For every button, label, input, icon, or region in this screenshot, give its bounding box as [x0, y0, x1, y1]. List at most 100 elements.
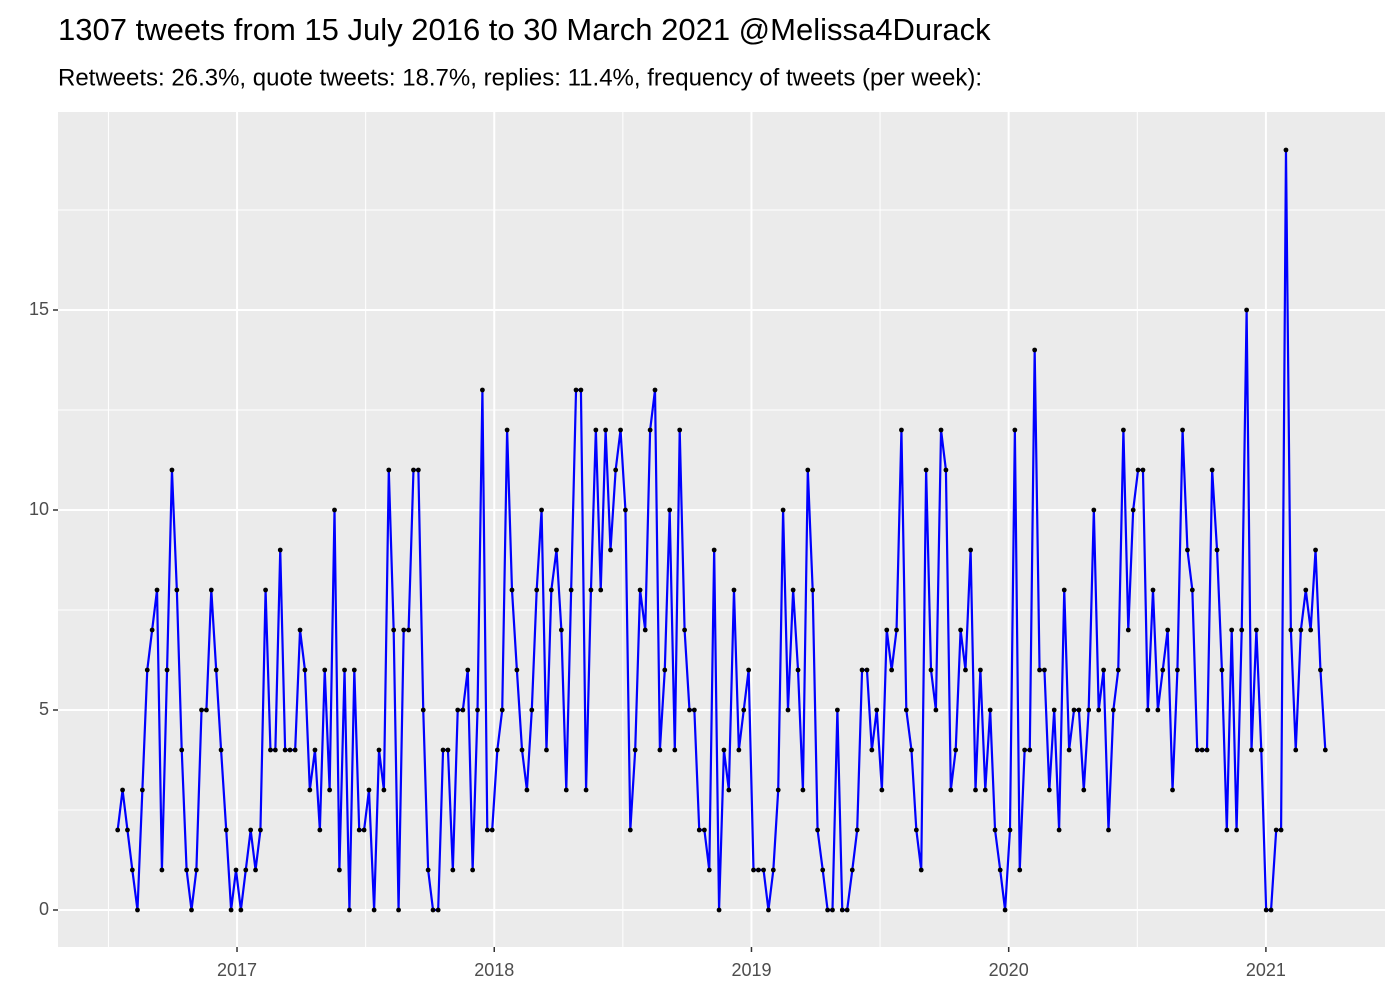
data-point: [844, 907, 850, 913]
data-point: [608, 547, 613, 553]
data-point: [1022, 747, 1028, 753]
data-point: [1204, 747, 1210, 753]
data-point: [618, 427, 623, 433]
data-point: [623, 507, 628, 513]
data-point: [406, 627, 411, 633]
data-point: [213, 667, 219, 673]
data-point: [504, 427, 510, 433]
data-point: [312, 747, 318, 753]
data-point: [1150, 587, 1156, 593]
data-point: [351, 667, 357, 673]
data-point: [475, 707, 480, 713]
data-point: [356, 827, 362, 833]
data-point: [756, 867, 761, 873]
data-point: [238, 907, 244, 913]
data-point: [977, 667, 983, 673]
data-point: [894, 627, 899, 633]
data-point: [682, 627, 687, 633]
data-point: [1061, 587, 1067, 593]
x-tick-label: 2020: [989, 960, 1029, 980]
data-point: [696, 827, 702, 833]
data-point: [307, 787, 313, 793]
data-point: [933, 707, 939, 713]
data-point: [544, 747, 549, 753]
data-point: [1268, 907, 1274, 913]
data-point: [627, 827, 633, 833]
data-point: [258, 827, 263, 833]
data-point: [706, 867, 712, 873]
data-point: [366, 787, 372, 793]
data-point: [672, 747, 678, 753]
data-point: [524, 787, 530, 793]
data-point: [1313, 547, 1318, 553]
data-point: [889, 667, 895, 673]
data-point: [1115, 667, 1121, 673]
data-point: [144, 667, 150, 673]
data-point: [401, 627, 407, 633]
data-point: [1076, 707, 1082, 713]
data-point: [435, 907, 441, 913]
data-point: [598, 587, 604, 593]
data-point: [909, 747, 914, 753]
data-point: [534, 587, 540, 593]
data-point: [963, 667, 968, 673]
data-point: [115, 827, 121, 833]
data-point: [282, 747, 288, 753]
data-point: [361, 827, 367, 833]
x-tick-label: 2021: [1246, 960, 1286, 980]
data-point: [179, 747, 185, 753]
data-point: [1288, 627, 1294, 633]
data-point: [1214, 547, 1220, 553]
data-point: [332, 507, 337, 513]
data-point: [588, 587, 594, 593]
data-point: [1130, 507, 1136, 513]
data-point: [1308, 627, 1314, 633]
data-point: [1293, 747, 1299, 753]
data-point: [223, 827, 229, 833]
data-point: [800, 787, 806, 793]
data-point: [139, 787, 145, 793]
data-point: [317, 827, 323, 833]
data-point: [859, 667, 865, 673]
data-point: [425, 867, 431, 873]
data-point: [1017, 867, 1023, 873]
data-point: [1056, 827, 1062, 833]
data-point: [677, 427, 683, 433]
data-point: [810, 587, 816, 593]
data-point: [746, 667, 752, 673]
data-point: [973, 787, 978, 793]
data-point: [1091, 507, 1097, 513]
data-point: [272, 747, 278, 753]
data-point: [854, 827, 860, 833]
data-point: [1303, 587, 1309, 593]
data-point: [554, 547, 559, 553]
data-point: [1140, 467, 1146, 473]
data-point: [440, 747, 446, 753]
data-point: [199, 707, 204, 713]
data-point: [938, 427, 944, 433]
data-point: [376, 747, 382, 753]
data-point: [780, 507, 786, 513]
data-point: [297, 627, 303, 633]
chart-title: 1307 tweets from 15 July 2016 to 30 Marc…: [58, 12, 991, 47]
data-point: [1037, 667, 1042, 673]
data-point: [830, 907, 835, 913]
data-point: [174, 587, 180, 593]
data-point: [465, 667, 471, 673]
data-point: [918, 867, 924, 873]
data-point: [499, 707, 505, 713]
data-point: [903, 707, 909, 713]
data-point: [652, 387, 658, 393]
data-point: [751, 867, 756, 873]
data-point: [790, 587, 796, 593]
data-point: [982, 787, 988, 793]
data-point: [1185, 547, 1190, 553]
data-point: [1145, 707, 1151, 713]
data-point: [1165, 627, 1171, 633]
data-point: [529, 707, 535, 713]
data-point: [460, 707, 466, 713]
data-point: [1244, 307, 1250, 313]
data-point: [583, 787, 589, 793]
data-point: [647, 427, 653, 433]
